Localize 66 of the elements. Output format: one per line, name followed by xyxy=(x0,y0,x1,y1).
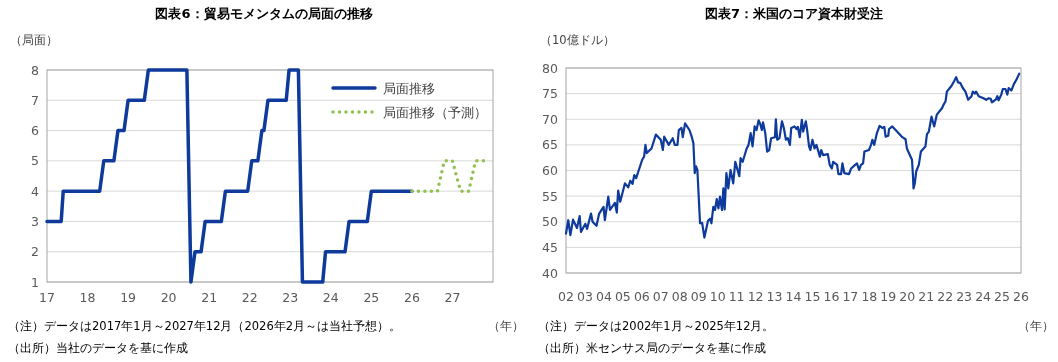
legend-label: 局面推移 xyxy=(383,80,435,96)
y-tick-label: 3 xyxy=(31,213,39,229)
x-tick-label: 21 xyxy=(918,289,935,304)
x-tick-label: 02 xyxy=(558,289,574,304)
x-tick-label: 04 xyxy=(595,289,612,304)
y-tick-label: 5 xyxy=(31,153,39,169)
y-tick-label: 4 xyxy=(31,183,40,199)
x-tick-label: 16 xyxy=(823,289,840,304)
x-tick-label: 22 xyxy=(937,289,954,304)
y-tick-label: 50 xyxy=(542,214,559,230)
x-tick-label: 23 xyxy=(282,290,299,305)
y-axis-title: （局面） xyxy=(10,33,58,47)
y-tick-label: 2 xyxy=(31,244,39,260)
x-tick-label: 13 xyxy=(766,289,783,304)
x-tick-label: 19 xyxy=(120,290,137,305)
x-tick-label: 11 xyxy=(728,289,745,304)
text: （出所）当社のデータを基に作成 xyxy=(8,341,188,355)
text: （注）データは2017年1月～2027年12月（2026年2月～は当社予想）。 xyxy=(8,319,402,333)
y-tick-label: 65 xyxy=(542,137,558,153)
x-tick-label: 25 xyxy=(994,289,1010,304)
text: （注）データは2002年1月～2025年12月。 xyxy=(538,319,775,333)
x-tick-label: 20 xyxy=(899,289,916,304)
x-tick-label: 27 xyxy=(444,290,461,305)
x-tick-label: 17 xyxy=(39,290,55,305)
x-tick-label: 25 xyxy=(363,290,380,305)
y-tick-label: 75 xyxy=(542,86,558,102)
y-tick-label: 1 xyxy=(31,274,39,290)
y-tick-label: 40 xyxy=(542,265,559,281)
chart-title: 図表7：米国のコア資本財受注 xyxy=(704,6,884,21)
x-tick-label: 24 xyxy=(975,289,992,304)
y-axis-title: （10億ドル） xyxy=(540,33,615,47)
x-tick-label: 21 xyxy=(201,290,218,305)
x-tick-label: 12 xyxy=(747,289,764,304)
y-tick-label: 45 xyxy=(542,239,558,255)
x-tick-label: 18 xyxy=(79,290,96,305)
y-tick-label: 8 xyxy=(31,62,40,78)
line-series xyxy=(564,72,1021,239)
x-tick-label: 09 xyxy=(690,289,707,304)
x-tick-label: 17 xyxy=(842,289,859,304)
x-tick-label: 06 xyxy=(633,289,650,304)
x-tick-label: 24 xyxy=(322,290,339,305)
x-tick-label: 03 xyxy=(577,289,593,304)
x-tick-label: 22 xyxy=(241,290,258,305)
x-tick-label: 05 xyxy=(614,289,631,304)
x-tick-label: 07 xyxy=(652,289,669,304)
x-tick-label: 18 xyxy=(861,289,878,304)
x-tick-label: 23 xyxy=(956,289,973,304)
x-axis-title: （年） xyxy=(1018,319,1054,333)
x-tick-label: 19 xyxy=(880,289,897,304)
text: （出所）米センサス局のデータを基に作成 xyxy=(538,341,766,355)
y-tick-label: 60 xyxy=(542,163,559,178)
x-tick-label: 15 xyxy=(804,289,821,304)
x-axis-title: （年） xyxy=(488,319,524,333)
x-tick-label: 26 xyxy=(403,290,420,305)
y-tick-label: 7 xyxy=(31,92,39,108)
y-tick-label: 80 xyxy=(542,60,559,76)
legend-label: 局面推移（予測） xyxy=(383,104,487,120)
x-tick-label: 20 xyxy=(160,290,177,305)
y-tick-label: 6 xyxy=(31,123,40,139)
x-tick-label: 26 xyxy=(1013,289,1029,304)
chart-title: 図表6：貿易モメンタムの局面の推移 xyxy=(155,6,373,21)
x-tick-label: 10 xyxy=(709,289,726,304)
y-tick-label: 70 xyxy=(542,111,559,127)
x-tick-label: 08 xyxy=(671,289,688,304)
y-tick-label: 55 xyxy=(542,188,558,204)
x-tick-label: 14 xyxy=(785,289,802,304)
